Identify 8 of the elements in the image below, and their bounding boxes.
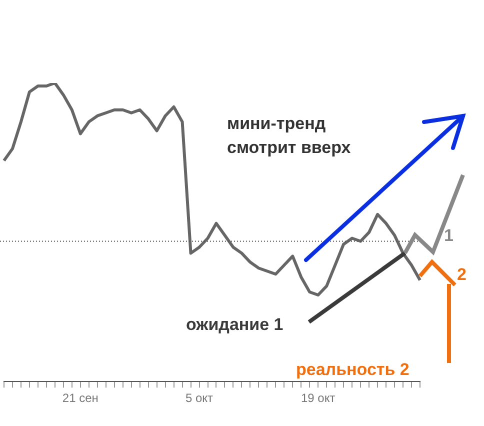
x-tick-label: 21 сен: [62, 391, 98, 406]
text: 2: [457, 264, 466, 286]
x-tick-label: 19 окт: [300, 391, 336, 406]
annotation: реальность 2: [296, 359, 410, 381]
x-tick-label: 5 окт: [185, 391, 214, 406]
annotation: ожидание 1: [186, 314, 284, 336]
text: 1: [444, 225, 454, 247]
annotation: мини-тренд смотрит вверх: [227, 113, 352, 159]
